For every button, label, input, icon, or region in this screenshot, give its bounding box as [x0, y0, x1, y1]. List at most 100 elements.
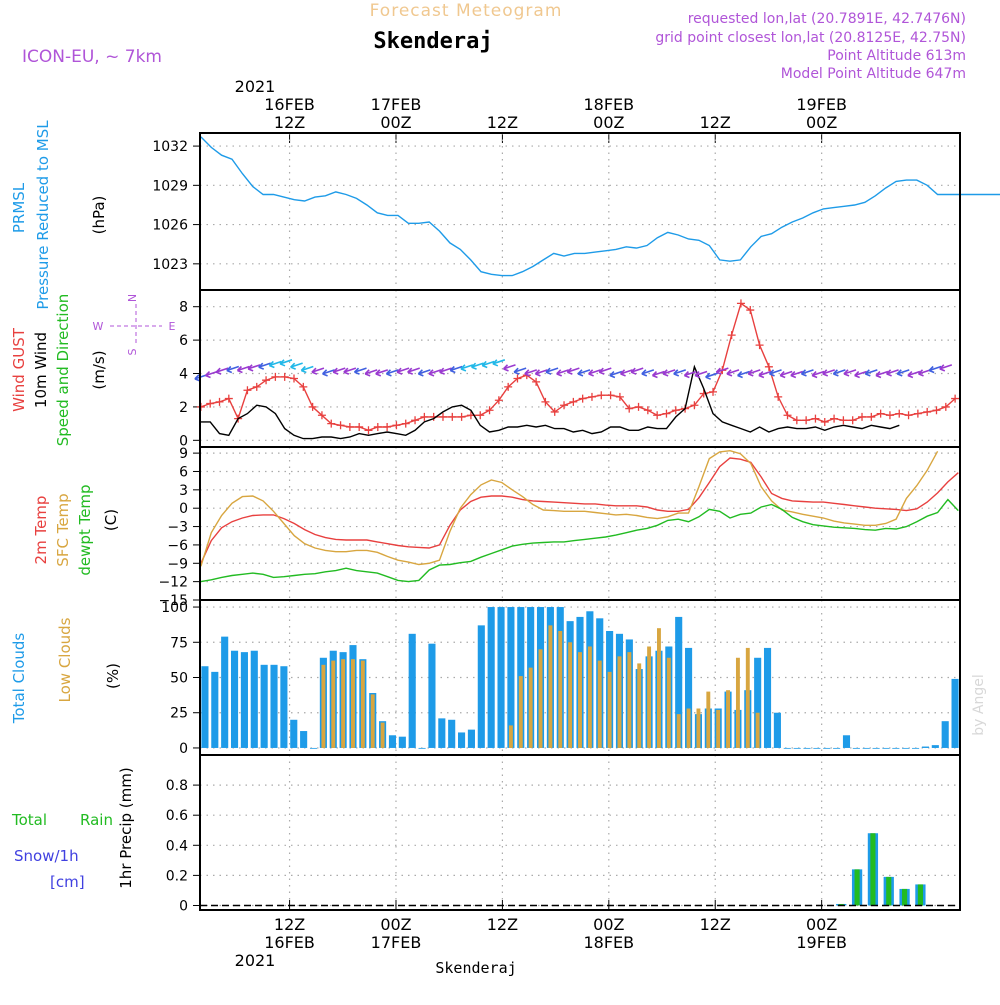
wind-direction-arrowhead [726, 369, 733, 377]
total-cloud-bar [477, 625, 485, 748]
total-cloud-bar [418, 747, 426, 749]
low-cloud-bar [518, 676, 523, 748]
pressure-label-msl: Pressure Reduced to MSL [34, 120, 52, 310]
wind-direction-arrow [545, 367, 559, 373]
bottom-hour-label: 12Z [274, 915, 305, 934]
wind-gust-marker [373, 422, 382, 431]
low-cloud-bar [696, 708, 701, 748]
wind-direction-arrow [364, 369, 378, 375]
wind-direction-arrow [790, 370, 804, 377]
cloud-label-low: Low Clouds [56, 617, 74, 702]
precip-ytick-label: 0.8 [166, 778, 188, 794]
temperature-panel: −15 −12 −9 −6 −3 0 3 6 9 [158, 446, 961, 609]
wind-gust-marker [355, 422, 364, 431]
clouds-ytick-label: 0 [179, 741, 188, 757]
wind-gust-marker [280, 372, 289, 381]
low-cloud-bar [666, 657, 671, 748]
bottom-hour-label: 12Z [487, 915, 518, 934]
total-cloud-bar [230, 650, 239, 748]
top-date-label: 17FEB [371, 95, 422, 114]
low-cloud-bar [755, 712, 760, 748]
precip-ytick-label: 0 [179, 898, 188, 914]
wind-direction-arrowhead [247, 364, 254, 372]
wind-direction-arrow [673, 369, 687, 375]
wind-direction-arrow [375, 369, 389, 375]
wind-gust-marker [578, 394, 587, 403]
top-hour-label: 12Z [274, 113, 305, 132]
wind-gust-marker [606, 391, 615, 400]
wind-direction-arrow [290, 362, 303, 368]
temp-label-unit: (C) [102, 509, 120, 531]
total-cloud-bar [872, 747, 880, 749]
wind-direction-arrowhead [917, 369, 924, 377]
wind-direction-arrowhead [715, 367, 722, 375]
wind-direction-arrowhead [790, 370, 797, 379]
wind-gust-marker [662, 409, 671, 418]
top-year: 2021 [235, 77, 276, 96]
wind-gust-marker [597, 391, 606, 400]
wind-gust-marker [224, 394, 233, 403]
wind-direction-arrowhead [290, 362, 296, 370]
wind-ytick-label: 4 [179, 367, 188, 383]
total-cloud-bar [675, 616, 683, 748]
low-cloud-bar [538, 649, 543, 748]
total-cloud-bar [773, 712, 781, 748]
low-cloud-bar [331, 660, 336, 748]
total-cloud-bar [833, 747, 841, 749]
wind-gust-marker [513, 374, 522, 383]
wind-direction-arrowhead [747, 369, 754, 377]
precip-ytick-label: 0.6 [166, 808, 188, 824]
wind-direction-arrowhead [364, 369, 371, 377]
low-cloud-bar [647, 646, 652, 748]
wind-gust-marker [271, 372, 280, 381]
low-cloud-bar [706, 691, 711, 748]
low-cloud-bar [360, 660, 365, 748]
wind-direction-arrow [896, 369, 910, 375]
precip-ytick-label: 0.2 [166, 868, 188, 884]
wind-direction-arrow [854, 370, 867, 377]
model-label: ICON-EU, ~ 7km [22, 47, 162, 67]
bottom-hour-label: 12Z [700, 915, 731, 934]
total-cloud-bar [951, 678, 959, 748]
low-cloud-bar [568, 642, 573, 748]
wind-gust-marker [634, 402, 643, 411]
wind-direction-arrow [779, 370, 793, 377]
wind-direction-arrowhead [236, 365, 243, 374]
wind-direction-arrowhead [843, 369, 850, 377]
wind-label-10m: 10m Wind [32, 332, 50, 408]
wind-direction-arrowhead [226, 365, 233, 374]
bottom-date-label: 18FEB [583, 933, 634, 952]
wind-gust-marker [290, 374, 299, 383]
low-cloud-bar [735, 657, 740, 748]
top-hour-label: 00Z [806, 113, 837, 132]
wind-direction-arrow [694, 370, 708, 377]
temperature-line-sfc-temp [200, 449, 939, 567]
total-cloud-bar [221, 636, 229, 748]
wind-direction-arrowhead [886, 369, 892, 377]
wind-direction-arrowhead [439, 367, 445, 375]
wind-direction-arrow [726, 369, 740, 375]
wind-direction-arrow [865, 369, 878, 375]
wind-line-wind-gust [200, 302, 956, 432]
wind-direction-arrowhead [800, 369, 807, 377]
wind-direction-arrowhead [928, 365, 935, 374]
wind-direction-arrowhead [598, 367, 605, 375]
wind-ytick-label: 8 [179, 300, 188, 316]
pressure-line-prmsl [200, 136, 1000, 277]
wind-gust-marker [206, 399, 215, 408]
wind-direction-arrow [226, 365, 240, 372]
low-cloud-bar [657, 628, 661, 748]
wind-direction-arrow [237, 365, 250, 372]
pressure-ytick-label: 1023 [152, 257, 188, 273]
wind-direction-arrow [811, 370, 825, 377]
wind-direction-arrowhead [566, 367, 573, 375]
wind-direction-arrow [503, 364, 516, 370]
wind-direction-arrow [705, 372, 718, 378]
wind-direction-arrowhead [609, 370, 616, 379]
wind-gust-marker [252, 382, 261, 391]
wind-direction-arrow [843, 369, 857, 375]
wind-direction-arrowhead [641, 369, 648, 377]
wind-direction-arrow [652, 370, 665, 377]
wind-gust-marker [699, 389, 708, 398]
